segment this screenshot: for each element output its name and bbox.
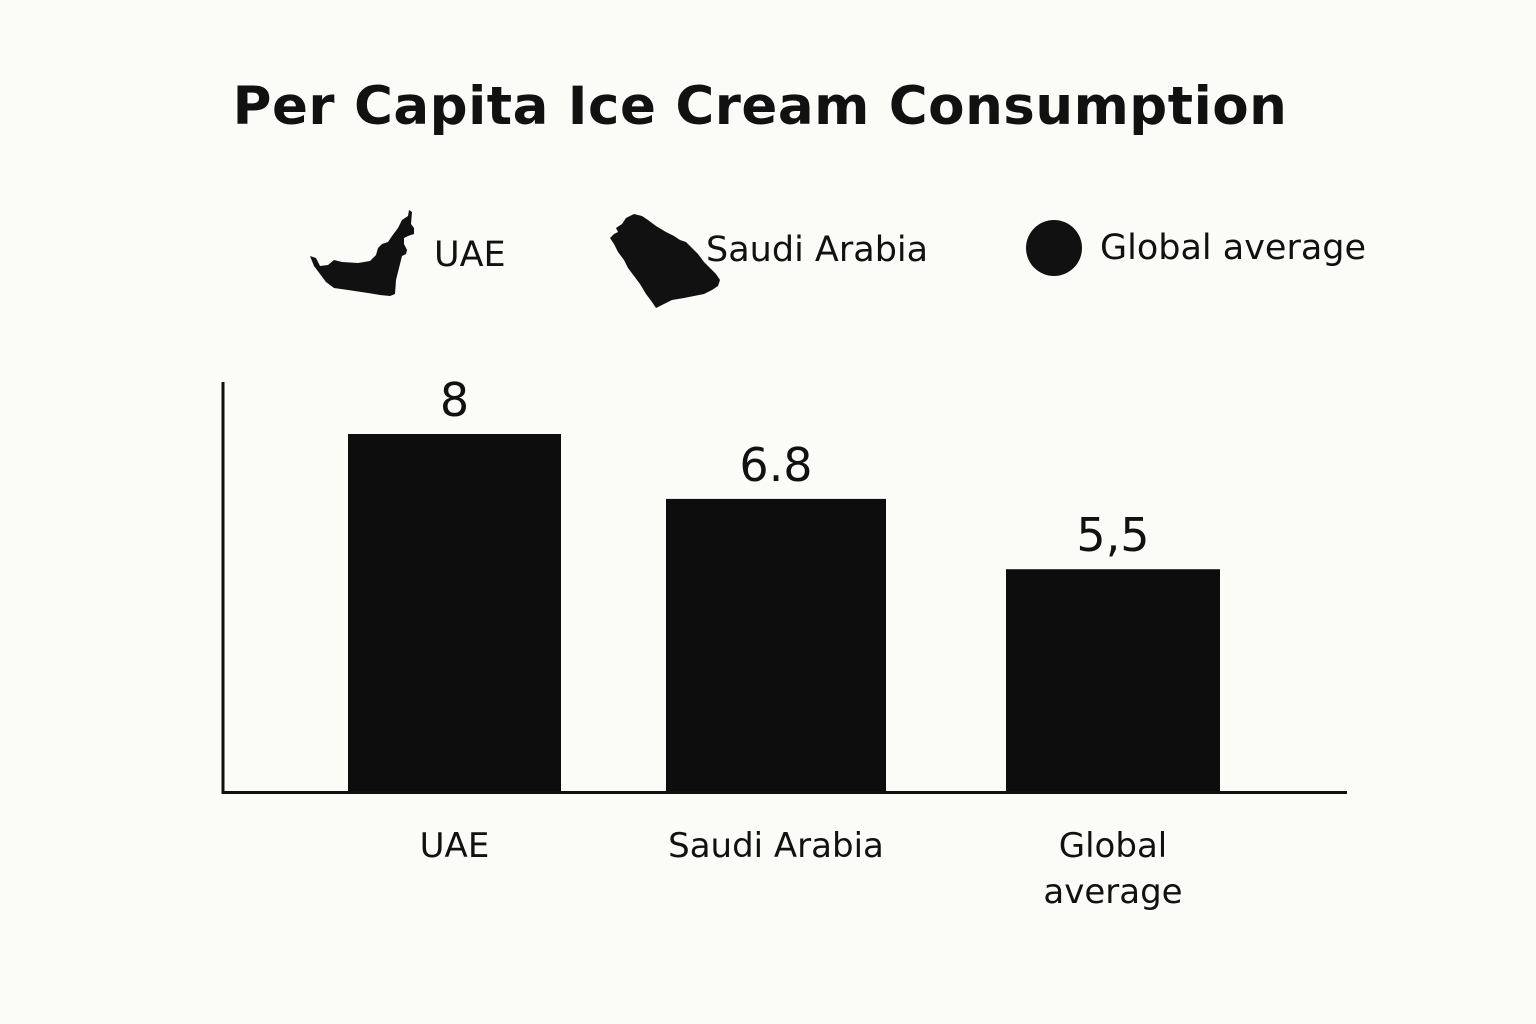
category-label-saudi-arabia: Saudi Arabia <box>668 826 884 866</box>
legend-label-saudi-arabia: Saudi Arabia <box>706 230 929 270</box>
uae-map-icon <box>310 210 414 296</box>
legend-label-global-average: Global average <box>1100 228 1367 268</box>
value-label-global-average: 5,5 <box>1076 508 1149 562</box>
legend-item-uae: UAE <box>308 210 506 300</box>
category-label-uae: UAE <box>420 826 490 866</box>
legend-label-uae: UAE <box>434 235 506 275</box>
legend-item-saudi-arabia: Saudi Arabia <box>608 212 928 310</box>
category-label-line: UAE <box>420 826 490 866</box>
circle-icon <box>1026 220 1082 276</box>
value-label-uae: 8 <box>440 373 469 427</box>
legend-item-global-average: Global average <box>1026 220 1366 276</box>
saudi-arabia-map-icon <box>610 214 720 308</box>
bar-uae <box>348 434 561 791</box>
category-label-line: average <box>1043 872 1182 912</box>
category-label-line: Global <box>1059 826 1167 866</box>
bar-global-average <box>1006 569 1220 791</box>
category-label-global-average: Global average <box>1043 826 1182 912</box>
category-label-line: Saudi Arabia <box>668 826 884 866</box>
chart-title: Per Capita Ice Cream Consumption <box>232 76 1288 137</box>
value-label-saudi-arabia: 6.8 <box>739 438 812 492</box>
bar-saudi-arabia <box>666 498 886 791</box>
